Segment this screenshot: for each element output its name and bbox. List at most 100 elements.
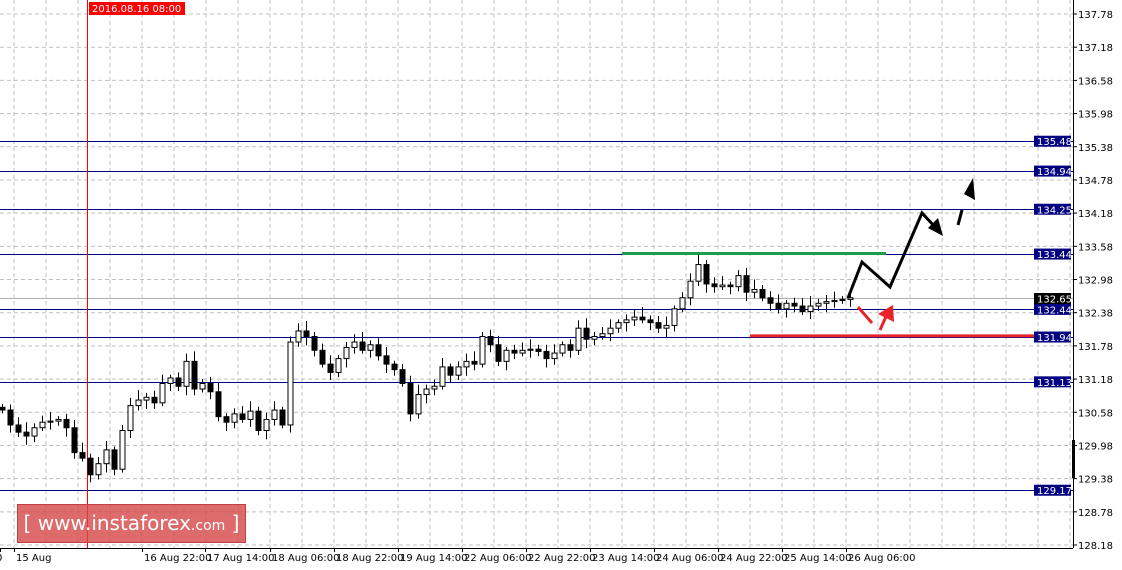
candle-bullish xyxy=(607,327,614,335)
time-tick-label: 0 xyxy=(0,553,2,564)
candle-bullish xyxy=(455,366,462,376)
candle-bullish xyxy=(719,284,726,288)
candle-bullish xyxy=(623,319,630,324)
current-price-badge xyxy=(1034,293,1071,304)
candle-bullish xyxy=(815,302,822,307)
candle-bullish xyxy=(247,410,254,420)
candle-bullish xyxy=(367,344,374,351)
price-tick-label: 131.18 xyxy=(1078,375,1113,386)
candle-bearish xyxy=(391,363,398,371)
candle-bearish xyxy=(279,409,286,426)
candle-bullish xyxy=(671,308,678,326)
candle-bullish xyxy=(199,382,206,390)
pullback-line xyxy=(856,306,874,324)
candle-bullish xyxy=(503,349,510,362)
scroll-indicator xyxy=(1072,440,1075,478)
candle-bullish xyxy=(599,333,606,337)
candle-bearish xyxy=(767,297,774,304)
watermark-site: www.instaforex xyxy=(37,511,191,535)
candle-bearish xyxy=(583,327,590,340)
candle-bullish xyxy=(479,335,486,365)
price-tick-label: 132.38 xyxy=(1078,309,1113,320)
time-tick-label: 25 Aug 14:00 xyxy=(784,553,851,564)
candle-bearish xyxy=(79,452,86,459)
level-price-label: 134.94 xyxy=(1037,167,1072,178)
level-price-badge xyxy=(1034,203,1071,215)
candle-bullish xyxy=(167,377,174,384)
candle-bullish xyxy=(591,335,598,340)
time-tick-label: 18 Aug 22:00 xyxy=(336,553,403,564)
watermark-bracket: ] xyxy=(231,511,240,535)
candle-bearish xyxy=(303,330,310,337)
candle-bullish xyxy=(823,301,830,304)
time-tick-label: 24 Aug 22:00 xyxy=(720,553,787,564)
price-tick-label: 134.18 xyxy=(1078,209,1113,220)
candle-bullish xyxy=(263,418,270,432)
candle-bullish xyxy=(847,297,854,300)
candle-bullish xyxy=(663,324,670,329)
candle-bullish xyxy=(463,360,470,368)
candle-bearish xyxy=(759,288,766,299)
candle-bullish xyxy=(559,344,566,354)
level-price-badge xyxy=(1034,165,1071,177)
level-price-badge xyxy=(1034,376,1071,388)
candle-bearish xyxy=(535,348,542,352)
candle-bullish xyxy=(159,382,166,404)
candle-bearish xyxy=(7,409,14,426)
candle-bearish xyxy=(71,427,78,454)
candle-bearish xyxy=(511,349,518,354)
candle-bullish xyxy=(135,399,142,407)
candle-bearish xyxy=(215,391,222,418)
candle-bullish xyxy=(55,418,62,422)
level-price-badge xyxy=(1034,135,1071,147)
level-price-badge xyxy=(1034,331,1071,343)
candle-bullish xyxy=(31,427,38,437)
candle-bearish xyxy=(23,431,30,437)
time-tick-label: 24 Aug 06:00 xyxy=(656,553,723,564)
price-tick-label: 135.98 xyxy=(1078,110,1113,121)
price-tick-label: 128.78 xyxy=(1078,508,1113,519)
candle-bearish xyxy=(407,382,414,415)
candle-bullish xyxy=(351,341,358,349)
candle-bearish xyxy=(799,305,806,313)
candle-bullish xyxy=(687,280,694,299)
candle-bullish xyxy=(551,352,558,360)
candle-bearish xyxy=(775,302,782,310)
price-axis-background xyxy=(1073,0,1122,570)
candle-bearish xyxy=(703,264,710,285)
candle-bearish xyxy=(255,410,262,432)
level-price-label: 131.94 xyxy=(1037,333,1072,344)
time-tick-label: 26 Aug 06:00 xyxy=(848,553,915,564)
price-tick-label: 137.18 xyxy=(1078,43,1113,54)
candle-bearish xyxy=(655,322,662,329)
price-tick-label: 131.78 xyxy=(1078,342,1113,353)
level-price-label: 135.48 xyxy=(1037,137,1072,148)
candle-bearish xyxy=(647,319,654,324)
price-tick-label: 136.58 xyxy=(1078,76,1113,87)
current-price-label: 132.65 xyxy=(1037,295,1072,306)
candle-bearish xyxy=(191,360,198,390)
time-tick-label: 22 Aug 22:00 xyxy=(528,553,595,564)
time-tick-label: 19 Aug 14:00 xyxy=(400,553,467,564)
candle-bearish xyxy=(15,424,22,433)
candle-bullish xyxy=(839,298,846,302)
time-tick-label: 15 Aug xyxy=(16,553,51,564)
candle-bearish xyxy=(359,341,366,351)
level-price-label: 132.44 xyxy=(1037,305,1072,316)
candle-bullish xyxy=(615,322,622,329)
time-axis-background xyxy=(0,548,1073,570)
candle-bullish xyxy=(831,300,838,303)
candle-bearish xyxy=(543,350,550,360)
candle-bullish xyxy=(783,302,790,310)
candle-bullish xyxy=(295,330,302,343)
candle-bearish xyxy=(447,366,454,376)
candle-bullish xyxy=(679,297,686,310)
cursor-time-label: 2016.08.16 08:00 xyxy=(92,4,181,15)
time-tick-label: 16 Aug 22:00 xyxy=(144,553,211,564)
price-tick-label: 137.78 xyxy=(1078,10,1113,21)
candle-bullish xyxy=(47,420,54,423)
candle-bearish xyxy=(0,406,6,411)
candle-bearish xyxy=(175,377,182,387)
candle-bullish xyxy=(431,385,438,390)
